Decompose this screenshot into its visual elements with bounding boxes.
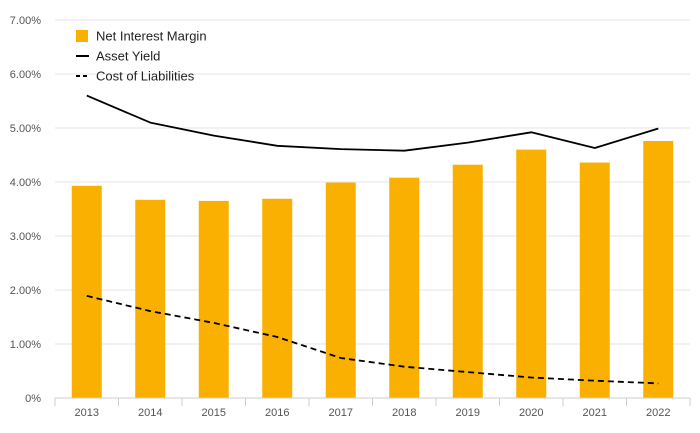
x-tick-label: 2013 xyxy=(75,407,99,419)
x-tick-label: 2016 xyxy=(265,407,289,419)
bar-2021 xyxy=(579,162,610,398)
bar-2019 xyxy=(452,164,483,398)
legend-label: Asset Yield xyxy=(96,49,160,64)
y-tick-label: 7.00% xyxy=(10,15,41,27)
y-tick-label: 6.00% xyxy=(10,69,41,81)
line-cost-of-liabilities xyxy=(86,295,659,385)
bar-2022 xyxy=(643,140,674,398)
bar-2017 xyxy=(325,182,356,398)
x-tick-label: 2020 xyxy=(519,407,543,419)
x-tick-label: 2021 xyxy=(583,407,607,419)
bar-2015 xyxy=(198,200,229,398)
y-tick-label: 4.00% xyxy=(10,177,41,189)
y-tick-label: 1.00% xyxy=(10,339,41,351)
x-tick-label: 2014 xyxy=(138,407,162,419)
bar-2018 xyxy=(389,177,420,398)
series-lines xyxy=(86,94,659,385)
legend-swatch-bar xyxy=(76,30,88,42)
line-asset-yield xyxy=(86,94,659,152)
bars-net-interest-margin xyxy=(71,140,674,398)
legend-label: Cost of Liabilities xyxy=(96,69,195,84)
legend-label: Net Interest Margin xyxy=(96,29,207,44)
bar-2014 xyxy=(135,199,166,398)
x-tick-label: 2019 xyxy=(456,407,480,419)
x-tick-label: 2017 xyxy=(329,407,353,419)
y-tick-label: 3.00% xyxy=(10,231,41,243)
bar-2013 xyxy=(71,185,102,398)
x-tick-label: 2018 xyxy=(392,407,416,419)
y-tick-label: 0% xyxy=(25,393,41,405)
bar-2020 xyxy=(516,149,547,398)
bar-2016 xyxy=(262,198,293,398)
x-axis: 2013 2014 2015 2016 2017 2018 2019 2020 2021 2022 xyxy=(54,397,691,419)
legend: Net Interest Margin Asset Yield Cost of Li… xyxy=(76,29,207,84)
y-tick-label: 2.00% xyxy=(10,285,41,297)
y-axis-ticks: 0% 1.00% 2.00% 3.00% 4.00% 5.00% 6.00% 7.00% xyxy=(10,15,41,405)
y-tick-label: 5.00% xyxy=(10,123,41,135)
x-tick-label: 2022 xyxy=(646,407,670,419)
x-tick-label: 2015 xyxy=(202,407,226,419)
